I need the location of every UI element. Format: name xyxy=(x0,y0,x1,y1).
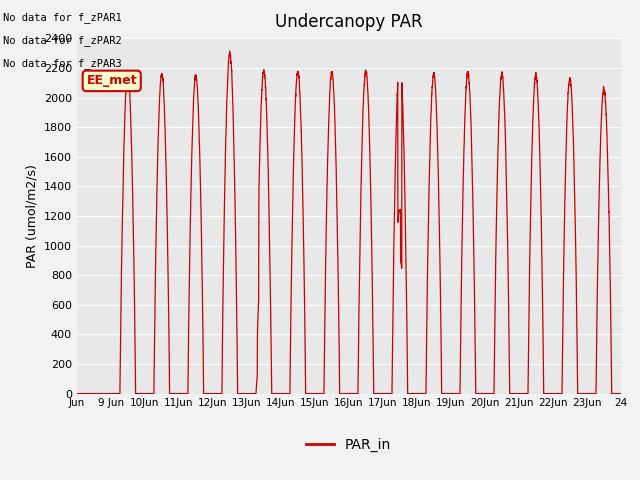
Title: Undercanopy PAR: Undercanopy PAR xyxy=(275,13,422,31)
Text: No data for f_zPAR3: No data for f_zPAR3 xyxy=(3,58,122,69)
Text: No data for f_zPAR1: No data for f_zPAR1 xyxy=(3,12,122,23)
Text: No data for f_zPAR2: No data for f_zPAR2 xyxy=(3,35,122,46)
Legend: PAR_in: PAR_in xyxy=(301,432,397,458)
Y-axis label: PAR (umol/m2/s): PAR (umol/m2/s) xyxy=(25,164,38,268)
Text: EE_met: EE_met xyxy=(86,74,137,87)
